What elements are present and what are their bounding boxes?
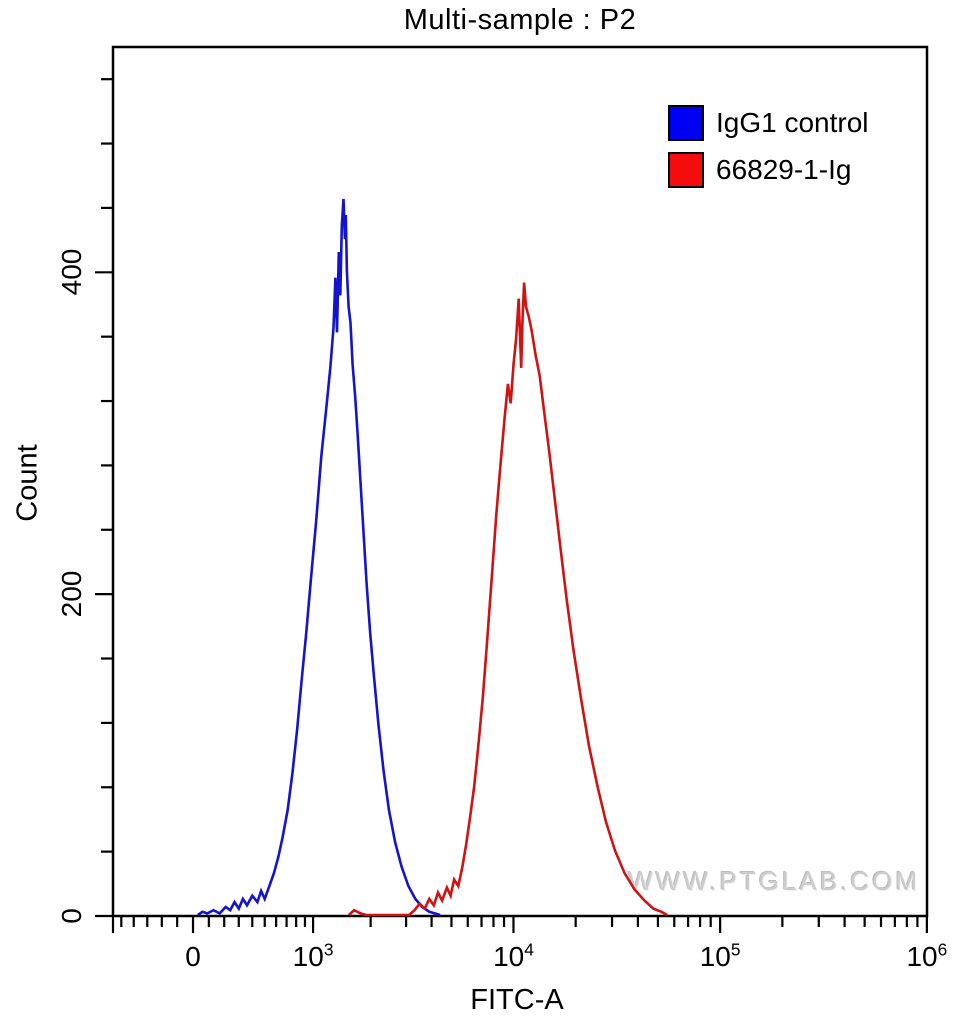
x-tick-label-base: 10 bbox=[292, 941, 324, 972]
x-axis-title: FITC-A bbox=[470, 984, 564, 1016]
histogram-curve-antibody bbox=[348, 282, 668, 917]
x-tick-label: 105 bbox=[700, 941, 741, 973]
x-tick-label-base: 10 bbox=[493, 941, 525, 972]
y-tick-label: 200 bbox=[56, 570, 87, 618]
x-tick-label: 104 bbox=[493, 941, 534, 973]
histogram-curves bbox=[197, 198, 668, 917]
x-tick-label-base: 0 bbox=[185, 941, 201, 972]
watermark-text: WWW.PTGLAB.COM bbox=[628, 866, 920, 896]
x-tick-label-exponent: 6 bbox=[937, 939, 948, 960]
plot-border bbox=[111, 45, 929, 918]
x-tick-label-exponent: 4 bbox=[524, 939, 534, 960]
x-tick-label: 0 bbox=[185, 941, 201, 973]
chart-title: Multi-sample : P2 bbox=[403, 4, 637, 36]
histogram-curve-control bbox=[197, 198, 441, 917]
y-tick-label: 0 bbox=[56, 908, 87, 924]
legend-label: 66829-1-Ig bbox=[716, 154, 852, 185]
x-tick-label: 106 bbox=[906, 941, 947, 973]
x-tick-label-exponent: 3 bbox=[323, 939, 334, 960]
x-tick-label-base: 10 bbox=[699, 941, 731, 972]
legend: IgG1 control 66829-1-Ig bbox=[668, 105, 869, 200]
legend-swatch-icon bbox=[668, 152, 704, 188]
legend-swatch-icon bbox=[668, 105, 704, 141]
axis-ticks bbox=[95, 78, 928, 933]
x-tick-label-exponent: 5 bbox=[730, 939, 741, 960]
legend-item: IgG1 control bbox=[668, 105, 869, 141]
legend-item: 66829-1-Ig bbox=[668, 152, 869, 188]
y-axis-title: Count bbox=[11, 444, 44, 522]
x-tick-label-base: 10 bbox=[906, 941, 938, 972]
x-tick-label: 103 bbox=[293, 941, 334, 973]
y-tick-label: 400 bbox=[56, 248, 87, 296]
legend-label: IgG1 control bbox=[716, 107, 869, 138]
